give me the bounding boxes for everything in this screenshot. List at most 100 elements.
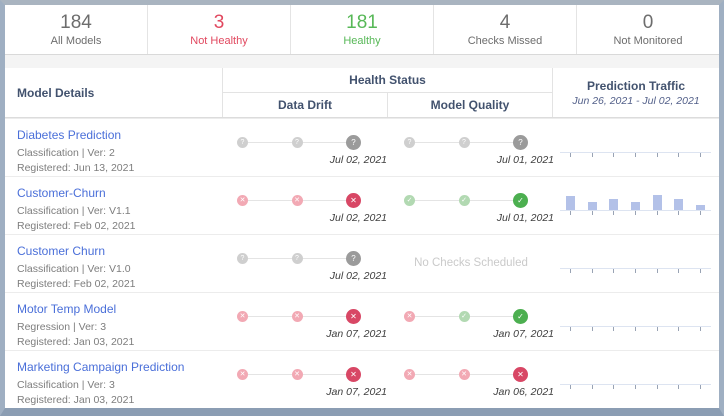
- model-name-link[interactable]: Marketing Campaign Prediction: [17, 360, 185, 374]
- status-error-icon[interactable]: ✕: [291, 194, 303, 206]
- traffic-tick: [656, 385, 658, 389]
- traffic-tick: [656, 269, 658, 273]
- traffic-tick: [699, 211, 701, 215]
- prediction-traffic-chart: [552, 119, 719, 177]
- traffic-bars: [560, 177, 711, 210]
- traffic-bars: [560, 119, 711, 152]
- data-drift-check-date: Jul 02, 2021: [329, 212, 387, 224]
- model-name-link[interactable]: Customer-Churn: [17, 186, 106, 200]
- model-type-version: Classification | Ver: V1.0: [17, 263, 131, 275]
- summary-bar: 184 All Models 3 Not Healthy 181 Healthy…: [5, 5, 719, 55]
- summary-card-not-healthy[interactable]: 3 Not Healthy: [147, 5, 290, 54]
- traffic-tick: [613, 211, 615, 215]
- status-error-icon[interactable]: ✕: [237, 194, 248, 206]
- status-unknown-icon[interactable]: ?: [291, 136, 303, 148]
- status-error-icon[interactable]: ✕: [404, 310, 415, 322]
- traffic-tick: [634, 153, 636, 157]
- model-quality-check-date: Jan 07, 2021: [493, 328, 554, 340]
- no-checks-scheduled-label: No Checks Scheduled: [414, 257, 528, 269]
- traffic-tick: [570, 211, 572, 215]
- traffic-bar: [566, 196, 576, 210]
- status-error-icon[interactable]: ✕: [346, 308, 361, 324]
- model-name-link[interactable]: Motor Temp Model: [17, 302, 117, 316]
- column-header-health-status: Health Status: [223, 68, 552, 93]
- status-error-icon[interactable]: ✕: [404, 368, 415, 380]
- not-monitored-label: Not Monitored: [613, 34, 683, 47]
- model-details-cell: Marketing Campaign Prediction Classifica…: [5, 351, 223, 408]
- status-ok-icon[interactable]: ✓: [513, 308, 528, 324]
- traffic-baseline: [560, 268, 711, 269]
- traffic-tick: [613, 385, 615, 389]
- status-error-icon[interactable]: ✕: [291, 310, 303, 322]
- summary-card-all-models[interactable]: 184 All Models: [5, 5, 147, 54]
- prediction-traffic-chart: [552, 177, 719, 235]
- traffic-tick: [591, 211, 593, 215]
- traffic-baseline: [560, 152, 711, 153]
- model-registered-date: Registered: Jan 03, 2021: [17, 336, 135, 349]
- traffic-bar: [674, 199, 684, 210]
- status-ok-icon[interactable]: ✓: [458, 310, 470, 322]
- traffic-tick: [591, 385, 593, 389]
- checks-missed-label: Checks Missed: [467, 34, 543, 47]
- traffic-tick: [678, 269, 680, 273]
- column-header-model-details: Model Details: [5, 68, 223, 117]
- not-healthy-label: Not Healthy: [190, 34, 248, 47]
- traffic-tick: [634, 327, 636, 331]
- status-ok-icon[interactable]: ✓: [458, 194, 470, 206]
- data-drift-check-date: Jul 02, 2021: [329, 154, 387, 166]
- status-error-icon[interactable]: ✕: [346, 192, 361, 208]
- status-unknown-icon[interactable]: ?: [237, 252, 248, 264]
- status-ok-icon[interactable]: ✓: [513, 192, 528, 208]
- model-registered-date: Registered: Feb 02, 2021: [17, 278, 136, 291]
- summary-card-not-monitored[interactable]: 0 Not Monitored: [576, 5, 719, 54]
- data-drift-timeline: ✕ ✕ ✕: [237, 366, 361, 382]
- table-row: Diabetes Prediction Classification | Ver…: [5, 118, 719, 176]
- traffic-bars: [560, 235, 711, 268]
- status-ok-icon[interactable]: ✓: [404, 194, 415, 206]
- status-error-icon[interactable]: ✕: [237, 310, 248, 322]
- model-quality-check-date: Jul 01, 2021: [496, 154, 554, 166]
- data-drift-timeline: ✕ ✕ ✕: [237, 192, 361, 208]
- traffic-bar: [630, 202, 640, 210]
- traffic-ticks: [560, 269, 711, 273]
- model-quality-check-date: Jan 06, 2021: [493, 386, 554, 398]
- traffic-tick: [634, 211, 636, 215]
- status-unknown-icon[interactable]: ?: [346, 250, 361, 266]
- traffic-tick: [678, 385, 680, 389]
- data-drift-cell: ✕ ✕ ✕ Jan 07, 2021: [223, 351, 390, 408]
- traffic-ticks: [560, 327, 711, 331]
- healthy-count: 181: [346, 12, 378, 34]
- data-drift-cell: ??? Jul 02, 2021: [223, 119, 390, 177]
- traffic-bars: [560, 293, 711, 326]
- status-error-icon[interactable]: ✕: [291, 368, 303, 380]
- model-quality-cell: ✓ ✓ ✓ Jul 01, 2021: [390, 177, 554, 235]
- traffic-baseline: [560, 326, 711, 327]
- model-type-version: Regression | Ver: 3: [17, 321, 107, 333]
- summary-card-healthy[interactable]: 181 Healthy: [290, 5, 433, 54]
- section-divider: [5, 55, 719, 68]
- model-registered-date: Registered: Jan 03, 2021: [17, 394, 135, 407]
- model-quality-timeline: ???: [404, 134, 528, 150]
- traffic-tick: [613, 153, 615, 157]
- model-name-link[interactable]: Customer Churn: [17, 244, 106, 258]
- status-error-icon[interactable]: ✕: [513, 366, 528, 382]
- data-drift-cell: ✕ ✕ ✕ Jul 02, 2021: [223, 177, 390, 235]
- traffic-tick: [591, 269, 593, 273]
- model-details-cell: Diabetes Prediction Classification | Ver…: [5, 119, 223, 177]
- status-unknown-icon[interactable]: ?: [291, 252, 303, 264]
- status-unknown-icon[interactable]: ?: [346, 134, 361, 150]
- status-error-icon[interactable]: ✕: [237, 368, 248, 380]
- all-models-label: All Models: [50, 34, 102, 47]
- status-error-icon[interactable]: ✕: [346, 366, 361, 382]
- status-error-icon[interactable]: ✕: [458, 368, 470, 380]
- status-unknown-icon[interactable]: ?: [237, 136, 248, 148]
- traffic-tick: [699, 153, 701, 157]
- status-unknown-icon[interactable]: ?: [513, 134, 528, 150]
- model-registered-date: Registered: Jun 13, 2021: [17, 162, 135, 175]
- traffic-bar: [695, 205, 705, 210]
- model-name-link[interactable]: Diabetes Prediction: [17, 128, 122, 142]
- status-unknown-icon[interactable]: ?: [404, 136, 415, 148]
- summary-card-checks-missed[interactable]: 4 Checks Missed: [433, 5, 576, 54]
- status-unknown-icon[interactable]: ?: [458, 136, 470, 148]
- traffic-bar: [652, 195, 662, 210]
